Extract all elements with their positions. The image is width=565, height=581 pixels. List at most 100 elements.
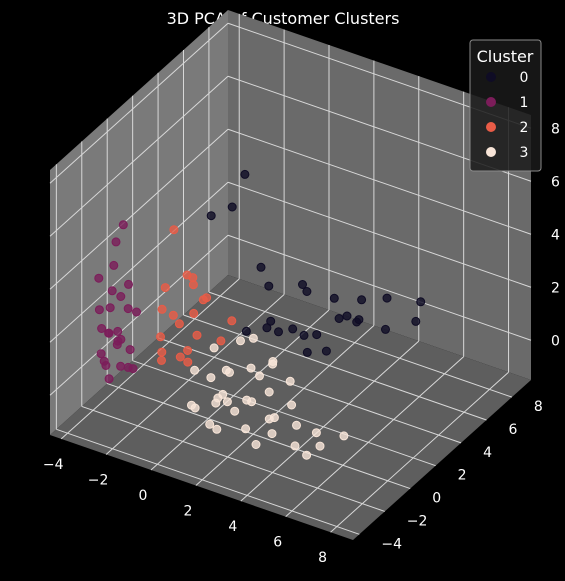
legend-label-3: 3: [520, 145, 529, 161]
point-cluster-2: [216, 336, 226, 346]
point-cluster-3: [212, 424, 222, 434]
legend-marker-2: [486, 122, 496, 132]
grid-y-floor: [56, 428, 360, 535]
y-tick-label: 0: [432, 491, 441, 507]
grid-z-back: [227, 128, 532, 235]
legend-marker-0: [486, 72, 496, 82]
point-cluster-3: [268, 359, 278, 369]
y-tick-label: −4: [381, 536, 402, 552]
legend-marker-1: [486, 97, 496, 107]
point-cluster-3: [339, 431, 349, 441]
point-cluster-1: [132, 307, 141, 317]
point-cluster-3: [264, 387, 274, 397]
point-cluster-3: [190, 365, 200, 375]
point-cluster-0: [227, 202, 237, 212]
point-cluster-3: [292, 420, 301, 430]
y-tick-label: −2: [407, 513, 428, 529]
point-cluster-2: [174, 319, 184, 329]
point-cluster-3: [218, 389, 228, 399]
point-cluster-3: [290, 441, 300, 451]
grid-x-floor: [240, 340, 420, 502]
point-cluster-3: [205, 419, 215, 429]
point-cluster-3: [230, 406, 240, 416]
point-cluster-0: [334, 314, 344, 323]
point-cluster-1: [109, 260, 119, 270]
x-tick-label: 2: [183, 504, 192, 520]
point-cluster-2: [192, 330, 202, 340]
point-cluster-0: [256, 262, 266, 272]
point-cluster-2: [189, 308, 199, 318]
grid-z-left: [49, 181, 229, 343]
chart-title: 3D PCA of Customer Clusters: [167, 9, 400, 28]
grid-z-left: [49, 128, 229, 290]
point-cluster-0: [302, 347, 312, 357]
point-cluster-1: [94, 305, 104, 315]
grid-z-left: [49, 22, 229, 184]
point-cluster-2: [182, 270, 192, 280]
point-cluster-0: [299, 330, 309, 340]
point-cluster-1: [128, 364, 138, 374]
point-cluster-2: [175, 352, 185, 362]
point-cluster-2: [183, 357, 193, 367]
legend: Cluster 0 1 2 3: [469, 39, 542, 172]
y-tick-label: 4: [483, 445, 492, 461]
point-cluster-1: [101, 361, 111, 370]
point-cluster-2: [183, 346, 193, 355]
point-cluster-1: [105, 303, 115, 313]
x-tick-label: −4: [43, 457, 64, 473]
point-cluster-1: [116, 334, 126, 344]
point-cluster-1: [104, 328, 114, 338]
point-cluster-1: [107, 286, 117, 296]
point-cluster-1: [104, 374, 114, 384]
grid-x-floor: [60, 278, 240, 440]
point-cluster-1: [116, 361, 126, 371]
point-cluster-0: [264, 281, 274, 291]
grid-z-left: [49, 75, 229, 237]
point-cluster-2: [188, 280, 198, 290]
point-cluster-0: [416, 297, 426, 307]
x-tick-label: 8: [318, 550, 327, 566]
point-cluster-3: [236, 336, 245, 346]
point-cluster-3: [246, 363, 256, 373]
point-cluster-0: [262, 323, 272, 333]
point-cluster-0: [342, 311, 352, 321]
point-cluster-3: [267, 429, 277, 439]
point-cluster-2: [168, 310, 178, 320]
point-cluster-0: [354, 315, 364, 325]
z-tick-label: 4: [551, 227, 560, 243]
legend-box: [469, 39, 542, 172]
grid-y-floor: [157, 337, 462, 444]
grid-lines: [49, 13, 532, 535]
point-cluster-0: [266, 316, 276, 326]
x-tick-label: −2: [88, 472, 109, 488]
point-cluster-2: [227, 316, 237, 326]
z-tick-label: 8: [551, 121, 560, 137]
point-cluster-3: [247, 397, 257, 407]
point-cluster-0: [274, 327, 283, 337]
y-tick-label: 2: [458, 468, 467, 484]
point-cluster-2: [169, 225, 179, 235]
point-cluster-3: [269, 413, 279, 423]
point-cluster-0: [382, 293, 392, 303]
point-cluster-0: [381, 324, 390, 334]
legend-label-2: 2: [520, 120, 529, 136]
point-cluster-3: [190, 403, 200, 413]
point-cluster-1: [118, 220, 128, 230]
grid-y-floor: [132, 360, 436, 467]
point-cluster-2: [156, 332, 165, 342]
point-cluster-3: [206, 373, 216, 383]
point-cluster-2: [157, 347, 167, 357]
point-cluster-0: [288, 324, 298, 334]
point-cluster-0: [411, 316, 421, 326]
point-cluster-0: [329, 293, 339, 303]
point-cluster-1: [123, 304, 133, 314]
grid-y-floor: [208, 291, 513, 398]
point-cluster-3: [311, 428, 321, 438]
point-cluster-2: [157, 355, 166, 365]
legend-marker-3: [486, 147, 496, 157]
point-cluster-1: [124, 279, 133, 289]
z-tick-label: 2: [551, 280, 560, 296]
point-cluster-3: [255, 371, 264, 381]
